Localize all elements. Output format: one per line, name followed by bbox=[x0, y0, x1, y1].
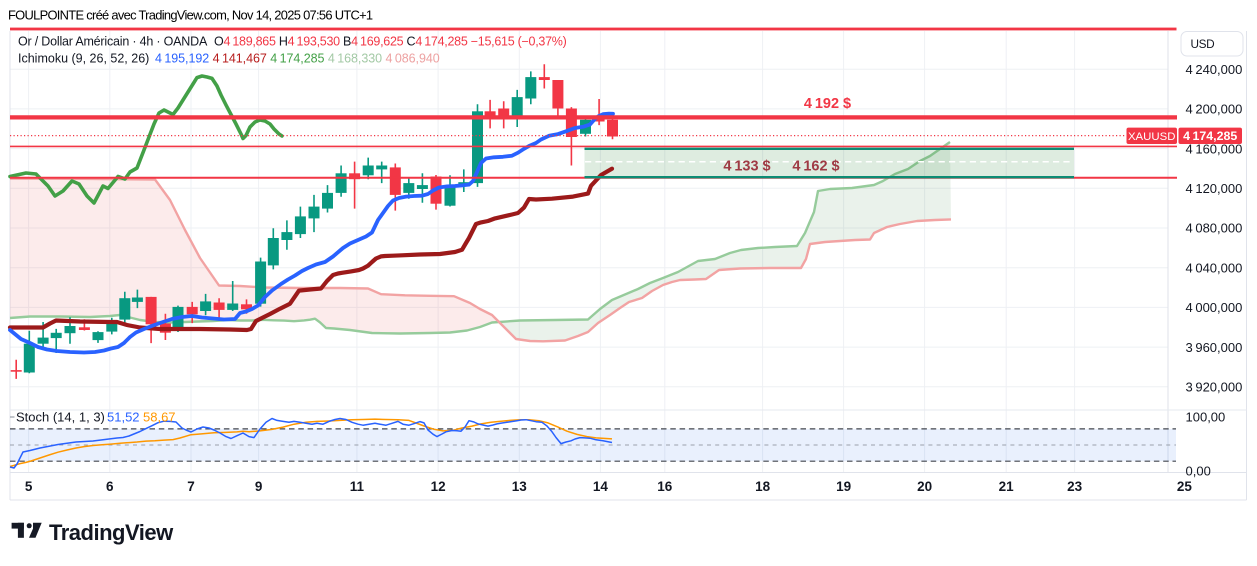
svg-text:51,52: 51,52 bbox=[107, 410, 140, 425]
svg-text:58,67: 58,67 bbox=[143, 410, 176, 425]
svg-text:25: 25 bbox=[1177, 479, 1193, 494]
svg-text:11: 11 bbox=[350, 479, 365, 494]
svg-text:4 160,000: 4 160,000 bbox=[1186, 141, 1243, 156]
svg-text:FOULPOINTE créé avec TradingVi: FOULPOINTE créé avec TradingView.com, No… bbox=[8, 8, 373, 23]
svg-text:9: 9 bbox=[255, 479, 263, 494]
svg-text:4 120,000: 4 120,000 bbox=[1186, 181, 1243, 196]
svg-text:20: 20 bbox=[917, 479, 932, 494]
svg-text:4 240,000: 4 240,000 bbox=[1186, 62, 1243, 77]
svg-text:XAUUSD: XAUUSD bbox=[1128, 131, 1175, 143]
svg-text:USD: USD bbox=[1191, 37, 1215, 51]
svg-text:19: 19 bbox=[836, 479, 851, 494]
svg-text:4 200,000: 4 200,000 bbox=[1186, 102, 1243, 117]
svg-text:4 192 $: 4 192 $ bbox=[804, 96, 851, 112]
svg-text:0,00: 0,00 bbox=[1186, 464, 1211, 479]
svg-text:Or / Dollar Américain · 4h · O: Or / Dollar Américain · 4h · OANDA bbox=[18, 35, 208, 49]
svg-text:4 000,000: 4 000,000 bbox=[1186, 300, 1243, 315]
svg-text:12: 12 bbox=[431, 479, 446, 494]
svg-text:23: 23 bbox=[1067, 479, 1083, 494]
svg-text:4 174,285: 4 174,285 bbox=[1183, 129, 1237, 143]
svg-text:Stoch (14, 1, 3): Stoch (14, 1, 3) bbox=[16, 410, 105, 425]
svg-text:O4 189,865 H4 193,530 B4 169,6: O4 189,865 H4 193,530 B4 169,625 C4 174,… bbox=[214, 35, 567, 49]
svg-text:100,00: 100,00 bbox=[1186, 410, 1226, 425]
svg-text:18: 18 bbox=[755, 479, 771, 494]
svg-text:7: 7 bbox=[187, 479, 195, 494]
svg-text:Ichimoku (9, 26, 52, 26): Ichimoku (9, 26, 52, 26) bbox=[18, 51, 149, 65]
svg-text:5: 5 bbox=[25, 479, 33, 494]
svg-text:4 162 $: 4 162 $ bbox=[792, 159, 839, 175]
svg-text:4 040,000: 4 040,000 bbox=[1186, 260, 1243, 275]
svg-text:21: 21 bbox=[999, 479, 1015, 494]
svg-text:14: 14 bbox=[593, 479, 609, 494]
svg-text:13: 13 bbox=[512, 479, 528, 494]
svg-text:4 080,000: 4 080,000 bbox=[1186, 221, 1243, 236]
svg-text:4 195,192 4 141,467 4 174,285: 4 195,192 4 141,467 4 174,285 4 168,330 … bbox=[155, 51, 440, 65]
svg-text:3 960,000: 3 960,000 bbox=[1186, 340, 1243, 355]
svg-text:4 133 $: 4 133 $ bbox=[723, 159, 770, 175]
svg-text:16: 16 bbox=[657, 479, 673, 494]
svg-text:6: 6 bbox=[106, 479, 114, 494]
svg-text:TradingView: TradingView bbox=[49, 520, 174, 545]
svg-text:3 920,000: 3 920,000 bbox=[1186, 380, 1243, 395]
